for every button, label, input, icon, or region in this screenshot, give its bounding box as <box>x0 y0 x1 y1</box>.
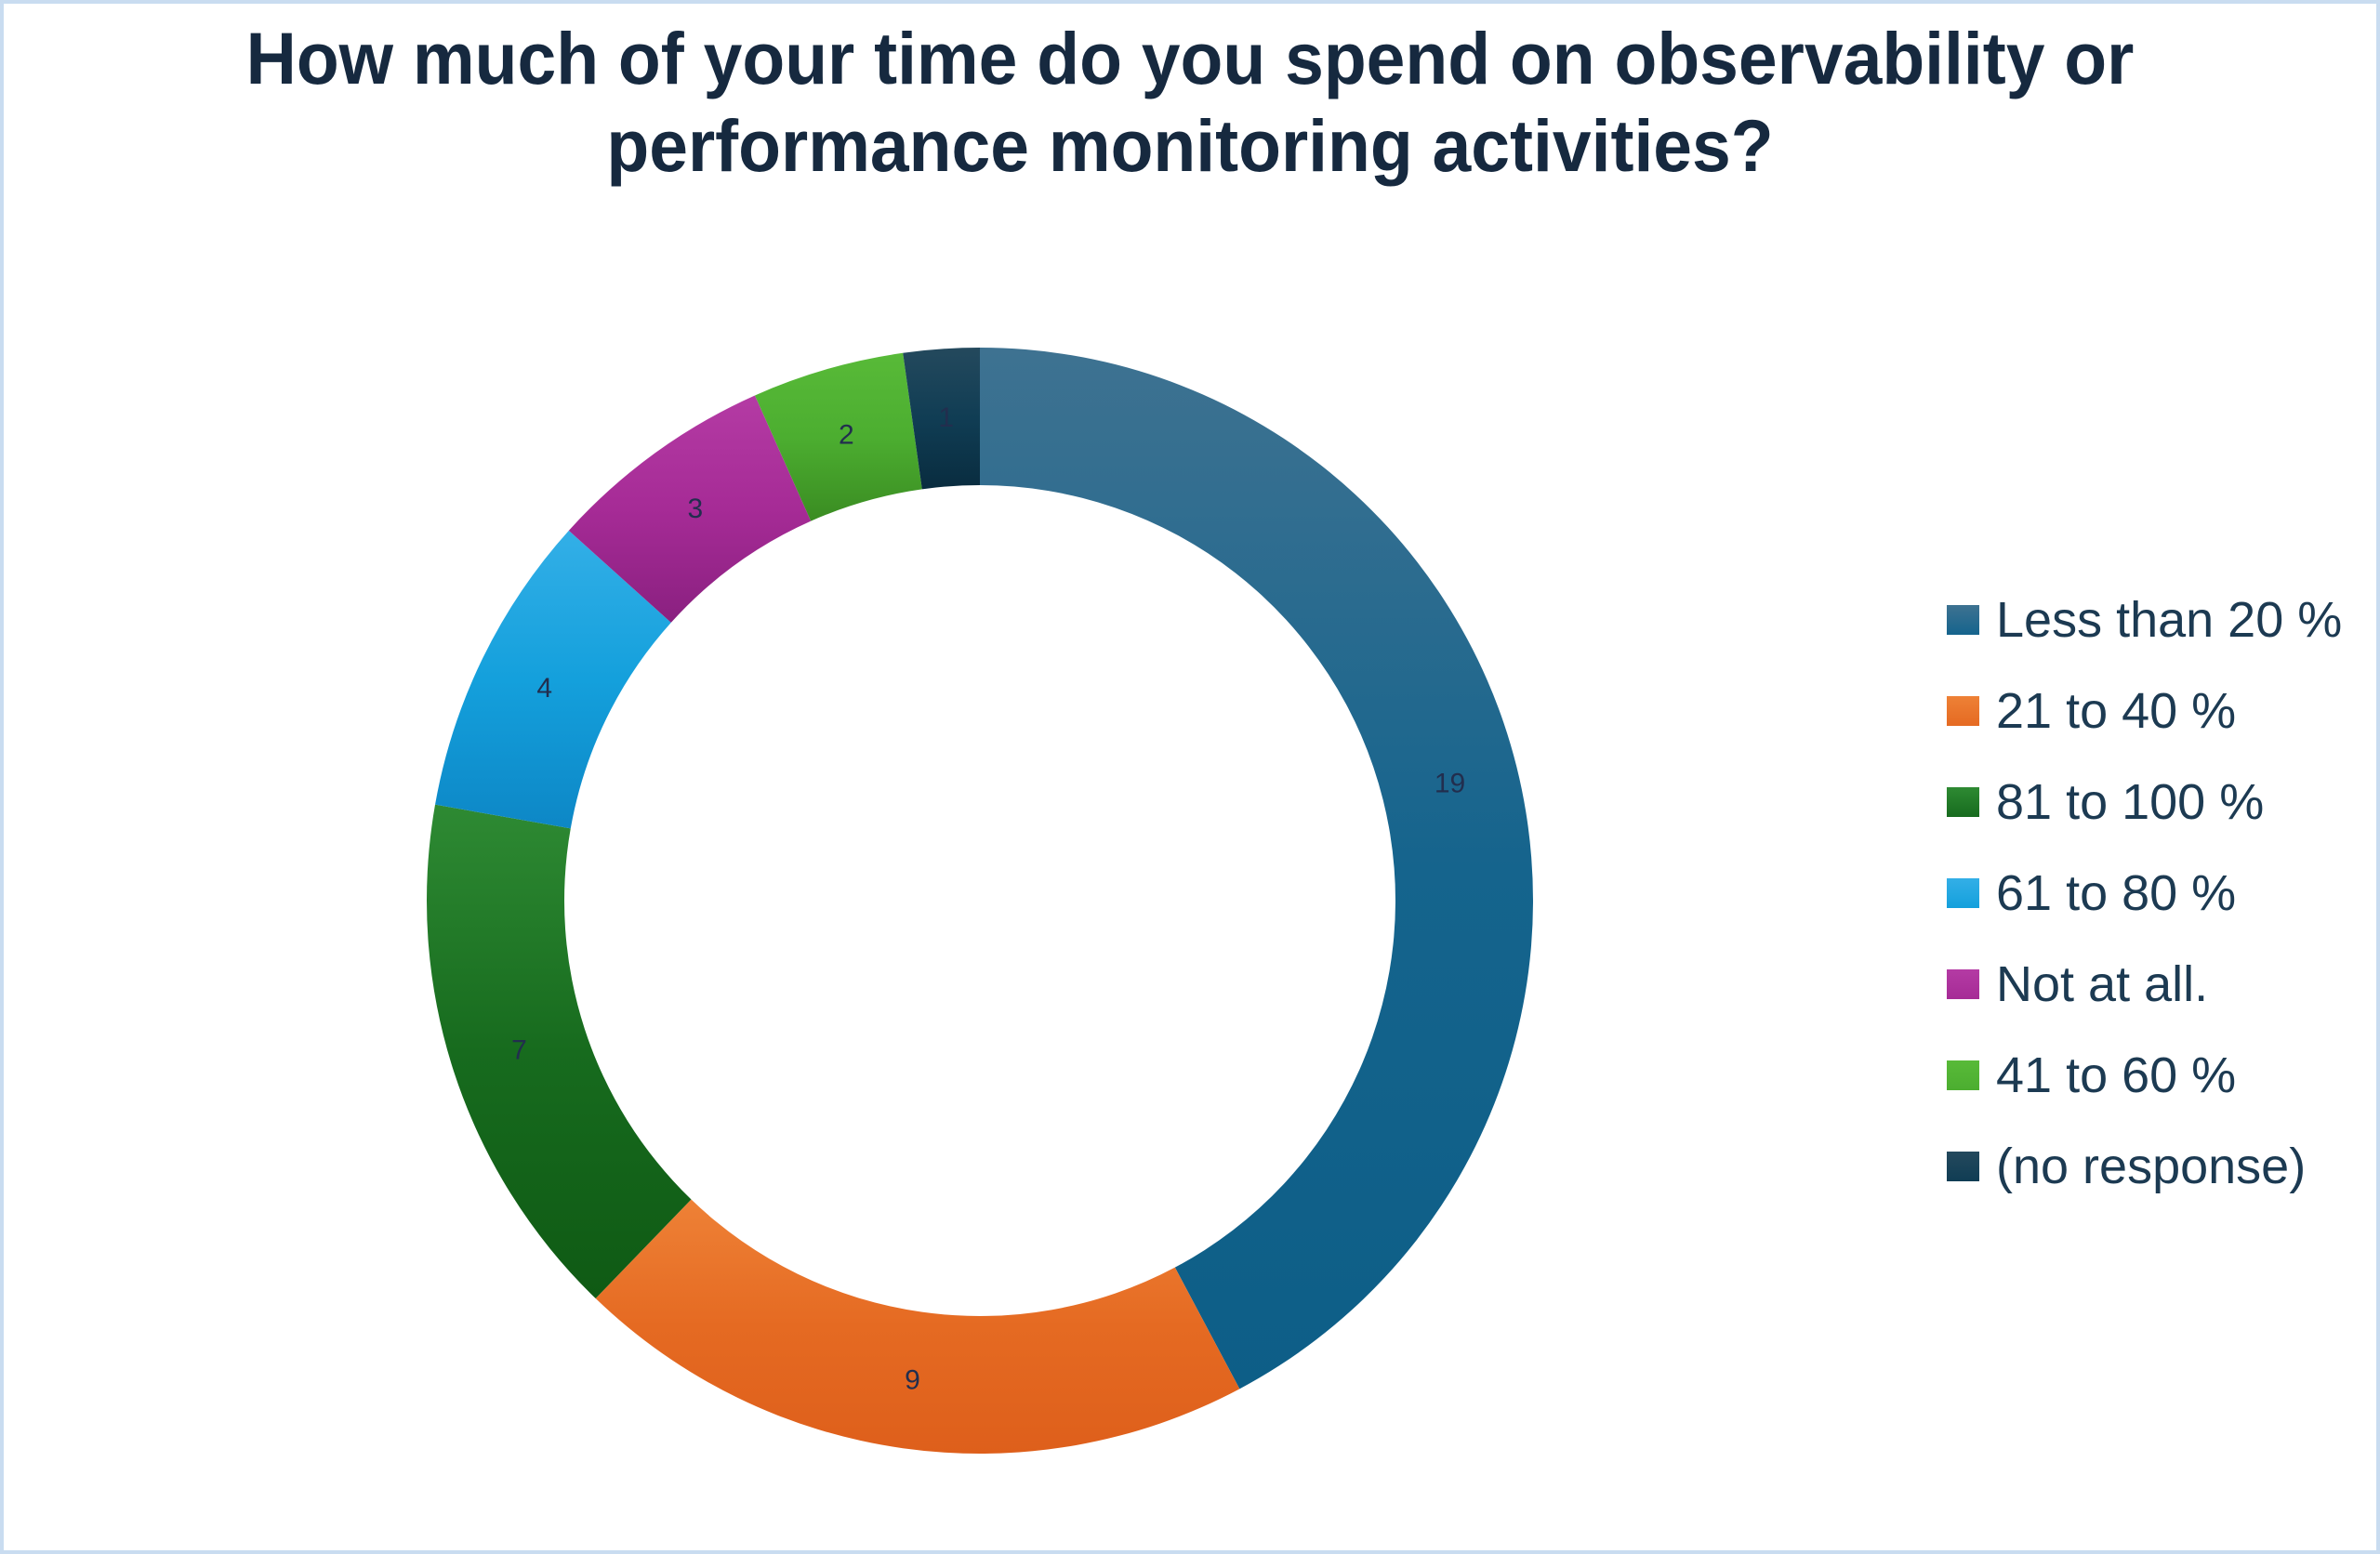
legend-item-5: Not at all. <box>1947 957 2342 1011</box>
legend-label: 41 to 60 % <box>1996 1047 2237 1103</box>
chart-title-line: How much of your time do you spend on ob… <box>245 17 2135 99</box>
legend-label: 21 to 40 % <box>1996 683 2237 739</box>
chart-title-line: performance monitoring activities? <box>606 104 1774 187</box>
chart-legend: Less than 20 % 21 to 40 % 81 to 100 % 61 to… <box>1947 593 2342 1193</box>
legend-item-7: (no response) <box>1947 1139 2342 1193</box>
donut-slice-3 <box>427 804 692 1299</box>
chart-title: How much of your time do you spend on ob… <box>4 15 2376 190</box>
legend-label: 61 to 80 % <box>1996 865 2237 921</box>
legend-label: Less than 20 % <box>1996 592 2343 648</box>
legend-swatch-icon <box>1947 1060 1979 1090</box>
data-label-slice-2: 9 <box>905 1364 920 1395</box>
donut-slice-7 <box>903 348 980 490</box>
donut-slice-4 <box>435 530 671 829</box>
donut-slice-5 <box>568 395 812 623</box>
legend-swatch-icon <box>1947 1152 1979 1181</box>
legend-item-2: 21 to 40 % <box>1947 684 2342 738</box>
donut-slice-2 <box>595 1199 1240 1454</box>
legend-label: 81 to 100 % <box>1996 774 2265 830</box>
data-label-slice-1: 19 <box>1435 769 1465 799</box>
data-label-slice-4: 4 <box>536 673 552 704</box>
legend-swatch-icon <box>1947 787 1979 817</box>
legend-item-6: 41 to 60 % <box>1947 1048 2342 1102</box>
legend-swatch-icon <box>1947 969 1979 999</box>
donut-slice-6 <box>754 352 922 521</box>
data-label-slice-5: 3 <box>687 494 703 524</box>
donut-slice-1 <box>980 348 1533 1389</box>
legend-swatch-icon <box>1947 696 1979 726</box>
legend-swatch-icon <box>1947 878 1979 908</box>
donut-chart: 19 9 7 4 3 2 1 <box>427 348 1533 1454</box>
legend-item-4: 61 to 80 % <box>1947 866 2342 920</box>
legend-swatch-icon <box>1947 605 1979 635</box>
data-label-slice-7: 1 <box>938 402 954 433</box>
legend-label: Not at all. <box>1996 956 2209 1012</box>
legend-item-3: 81 to 100 % <box>1947 775 2342 829</box>
data-label-slice-3: 7 <box>511 1035 527 1066</box>
legend-item-1: Less than 20 % <box>1947 593 2342 647</box>
legend-label: (no response) <box>1996 1139 2307 1194</box>
data-label-slice-6: 2 <box>839 420 854 451</box>
